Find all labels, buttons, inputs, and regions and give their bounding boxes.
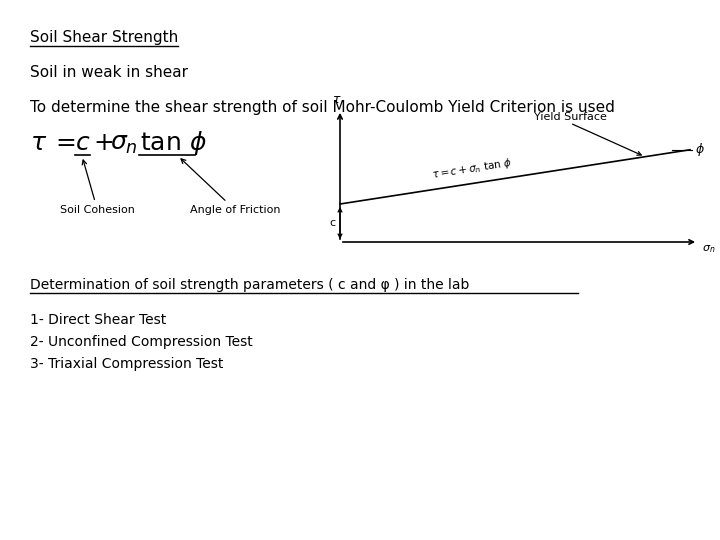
Text: Soil Shear Strength: Soil Shear Strength: [30, 30, 179, 45]
Text: Yield Surface: Yield Surface: [534, 112, 606, 122]
Text: $c$: $c$: [75, 131, 91, 155]
Text: $\tau$: $\tau$: [332, 93, 342, 106]
Text: =: =: [55, 131, 76, 155]
Text: $\phi$: $\phi$: [695, 141, 705, 158]
Text: Angle of Friction: Angle of Friction: [181, 159, 281, 215]
Text: 3- Triaxial Compression Test: 3- Triaxial Compression Test: [30, 357, 223, 371]
Text: $\tau = c + \sigma_n\ \mathrm{tan}\ \phi$: $\tau = c + \sigma_n\ \mathrm{tan}\ \phi…: [431, 156, 513, 181]
Text: To determine the shear strength of soil Mohr-Coulomb Yield Criterion is used: To determine the shear strength of soil …: [30, 100, 615, 115]
Text: $\sigma_n$: $\sigma_n$: [110, 132, 138, 156]
Text: $\tau$: $\tau$: [30, 131, 47, 155]
Text: Soil Cohesion: Soil Cohesion: [60, 160, 135, 215]
Text: 2- Unconfined Compression Test: 2- Unconfined Compression Test: [30, 335, 253, 349]
Text: Soil in weak in shear: Soil in weak in shear: [30, 65, 188, 80]
Text: +: +: [93, 131, 114, 155]
Text: $\sigma_n$: $\sigma_n$: [702, 243, 716, 255]
Text: 1- Direct Shear Test: 1- Direct Shear Test: [30, 313, 166, 327]
Text: c: c: [329, 218, 335, 228]
Text: Determination of soil strength parameters ( c and φ ) in the lab: Determination of soil strength parameter…: [30, 278, 469, 292]
Text: $\mathrm{tan}\ \phi$: $\mathrm{tan}\ \phi$: [140, 129, 207, 157]
